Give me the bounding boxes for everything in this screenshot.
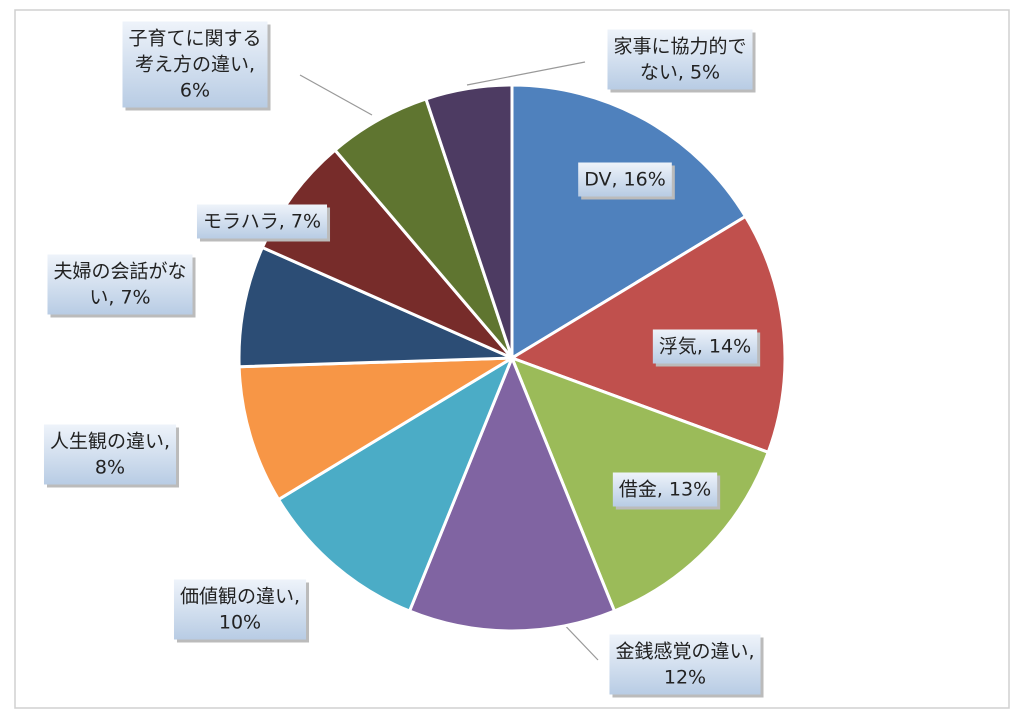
label-box <box>652 329 758 364</box>
label-box <box>43 424 177 485</box>
data-label-text: 人生観の違い, <box>50 431 170 453</box>
data-label-text: ない, 5% <box>640 62 720 84</box>
data-label-text: モラハラ, 7% <box>203 211 321 233</box>
pie-slice <box>237 245 513 369</box>
data-label: DV, 16% <box>578 162 675 200</box>
data-label: モラハラ, 7% <box>196 204 331 242</box>
labels: DV, 16% 浮気, 14% 借金, 13% 金銭感覚の違い, 12% 価値観の違い, 1… <box>43 21 764 698</box>
data-label: 価値観の違い, 10% <box>173 579 310 643</box>
label-box <box>607 29 753 90</box>
data-label-text: 金銭感覚の違い, <box>615 641 754 663</box>
pie <box>237 83 787 633</box>
leader-line <box>299 74 373 116</box>
pie-slice <box>260 148 514 360</box>
data-label-text: 8% <box>95 457 125 479</box>
pie-slice <box>276 354 516 614</box>
data-label-text: 12% <box>664 667 706 689</box>
data-label-text: 考え方の違い, <box>135 54 255 76</box>
label-box <box>612 472 718 507</box>
pie-slice <box>237 356 518 502</box>
data-label-text: DV, 16% <box>584 169 666 191</box>
leader-line <box>466 61 586 86</box>
data-label-text: 価値観の違い, <box>180 586 300 608</box>
data-label-text: 10% <box>219 612 261 634</box>
data-label-text: い, 7% <box>89 287 150 309</box>
pie-slice <box>508 214 787 455</box>
label-box <box>173 579 307 640</box>
pie-slice <box>510 83 748 361</box>
data-label: 人生観の違い, 8% <box>43 424 180 488</box>
pie-slice <box>424 83 514 359</box>
data-label-text: 家事に協力的で <box>613 36 746 58</box>
data-label-text: 夫婦の会話がな <box>53 261 186 283</box>
data-label: 金銭感覚の違い, 12% <box>609 634 764 698</box>
data-label-text: 6% <box>180 80 210 102</box>
label-box <box>47 254 193 315</box>
data-label-text: 子育てに関する <box>128 28 261 50</box>
data-label-text: 浮気, 14% <box>659 336 751 358</box>
data-label: 借金, 13% <box>612 472 721 510</box>
data-label-text: 借金, 13% <box>619 479 711 501</box>
label-box <box>578 162 672 197</box>
data-label: 浮気, 14% <box>652 329 761 367</box>
label-box <box>196 204 328 239</box>
label-box <box>122 21 268 108</box>
pie-slice <box>407 354 617 633</box>
label-box <box>609 634 761 695</box>
